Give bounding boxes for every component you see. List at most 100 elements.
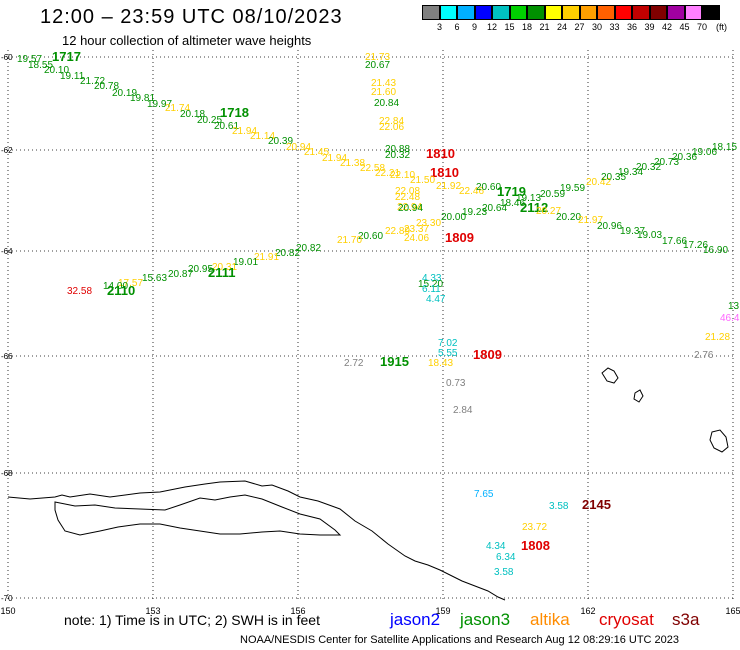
wave-height-value: 24.06 (404, 233, 429, 244)
wave-height-value: 19.59 (560, 183, 585, 194)
pass-time-label: 1717 (52, 49, 81, 64)
wave-height-value: 20.25 (197, 115, 222, 126)
wave-height-value: 22.58 (360, 163, 385, 174)
wave-height-value: 22.21 (375, 168, 400, 179)
wave-height-value: 19.97 (147, 99, 172, 110)
wave-height-value: 21.91 (254, 252, 279, 263)
wave-height-value: 20.73 (654, 157, 679, 168)
island-1 (601, 367, 619, 384)
wave-height-value: 19.34 (618, 167, 643, 178)
wave-height-value: 20.31 (212, 262, 237, 273)
credit-line: NOAA/NESDIS Center for Satellite Applica… (240, 634, 680, 646)
lon-tick-label: 150 (0, 606, 15, 616)
wave-height-value: 21.94 (232, 126, 257, 137)
lat-tick-label: -62 (1, 146, 13, 155)
colorbar-swatch (632, 5, 650, 20)
lat-tick-label: -60 (1, 53, 13, 62)
wave-height-value: 18.55 (28, 60, 53, 71)
wave-height-value: 22.08 (395, 186, 420, 197)
colorbar-tick-label: 30 (591, 22, 602, 32)
wave-height-value: 20.64 (482, 203, 507, 214)
wave-height-value: 21.74 (165, 103, 190, 114)
colorbar-swatch (492, 5, 510, 20)
wave-height-value: 20.67 (365, 60, 390, 71)
colorbar-tick-label: 9 (471, 22, 477, 32)
lon-tick-label: 153 (145, 606, 160, 616)
wave-height-value: 20.88 (385, 144, 410, 155)
wave-height-value: 20.27 (536, 206, 561, 217)
wave-height-value: 19.37 (620, 226, 645, 237)
wave-height-value: 6.34 (496, 552, 516, 563)
wave-height-value: 7.02 (438, 338, 458, 349)
colorbar-tick-label: 27 (574, 22, 585, 32)
wave-height-value: 19.11 (60, 71, 85, 82)
wave-height-value: 4.47 (426, 294, 446, 305)
wave-height-value: 20.87 (168, 269, 193, 280)
wave-height-value: 21.38 (340, 158, 365, 169)
wave-height-value: 20.95 (188, 264, 213, 275)
wave-height-value: 2.84 (453, 405, 473, 416)
colorbar-swatch (684, 5, 702, 20)
pass-time-label: 1810 (426, 146, 455, 161)
colorbar-tick-label: 42 (661, 22, 672, 32)
colorbar-swatch (667, 5, 685, 20)
wave-height-value: 18.46 (500, 198, 525, 209)
lon-tick-label: 162 (580, 606, 595, 616)
wave-height-value: 20.19 (112, 88, 137, 99)
wave-height-value: 20.00 (441, 212, 466, 223)
wave-height-value: 20.94 (286, 142, 311, 153)
wave-height-value: 32.58 (67, 286, 92, 297)
wave-height-value: 21.50 (410, 175, 435, 186)
wave-height-value: 22.84 (379, 116, 404, 127)
legend-cryosat: cryosat (599, 610, 654, 629)
colorbar-tick-label: 33 (609, 22, 620, 32)
wave-height-value: 20.32 (636, 162, 661, 173)
colorbar-swatch (439, 5, 457, 20)
wave-height-value: 20.32 (385, 150, 410, 161)
wave-height-value: 19.23 (462, 207, 487, 218)
wave-height-value: 0.73 (446, 378, 466, 389)
wave-height-value: 20.18 (180, 109, 205, 120)
lon-tick-label: 165 (725, 606, 740, 616)
legend-s3a: s3a (672, 610, 700, 629)
page-title: 12:00 – 23:59 UTC 08/10/2023 (40, 6, 343, 28)
colorbar-tick-label: 70 (696, 22, 707, 32)
wave-height-value: 20.20 (556, 212, 581, 223)
wave-height-value: 4.33 (422, 273, 442, 284)
island-2 (633, 389, 644, 403)
lat-tick-label: -70 (1, 594, 13, 603)
pass-time-label: 2112 (520, 200, 548, 215)
wave-height-value: 17.66 (662, 236, 687, 247)
wave-height-value: 19.06 (692, 147, 717, 158)
wave-height-value: 20.60 (476, 182, 501, 193)
lat-tick-label: -68 (1, 469, 13, 478)
wave-height-value: 21.94 (322, 153, 347, 164)
colorbar-swatch (562, 5, 580, 20)
pass-time-label: 1809 (473, 347, 502, 362)
wave-height-value: 14.00 (103, 281, 128, 292)
colorbar-swatch (579, 5, 597, 20)
color-scale-unit: (ft) (716, 22, 727, 32)
colorbar-tick-label: 36 (626, 22, 637, 32)
wave-height-value: 21.14 (250, 131, 275, 142)
wave-height-value: 2.76 (694, 350, 714, 361)
wave-height-value: 15.20 (418, 279, 443, 290)
coastline-path (7, 480, 506, 601)
wave-height-value: 21.72 (80, 76, 105, 87)
colorbar-tick-label: 3 (436, 22, 442, 32)
colorbar-tick-label: 12 (486, 22, 497, 32)
wave-height-value: 6.11 (422, 284, 441, 295)
colorbar-swatch (597, 5, 615, 20)
colorbar-swatch (544, 5, 562, 20)
page-subtitle: 12 hour collection of altimeter wave hei… (62, 33, 312, 48)
pass-time-label: 1808 (521, 538, 550, 553)
wave-height-value: 19.57 (17, 54, 42, 65)
coastline-island-west (54, 494, 342, 536)
colorbar-tick-label: 45 (679, 22, 690, 32)
axis-tick-labels: 150 153 156 159 162 165 -60 -62 -64 -66 -68 -70 (0, 53, 740, 616)
wave-height-value: 20.42 (586, 177, 611, 188)
wave-height-value: 23.30 (416, 218, 441, 229)
footnote: note: 1) Time is in UTC; 2) SWH is in fe… (64, 612, 320, 628)
